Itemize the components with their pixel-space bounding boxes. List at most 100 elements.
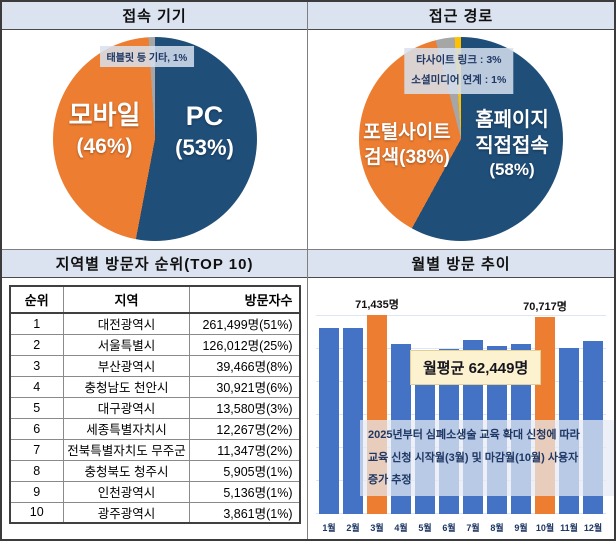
rank-cell: 7: [9, 438, 64, 461]
visitors-cell: 5,905명(1%): [189, 459, 300, 482]
pc-slice-name: PC: [185, 101, 224, 131]
bar-value-label: 71,435명: [355, 299, 399, 311]
bar-rect: [343, 328, 363, 514]
month-label: 3월: [370, 523, 384, 533]
path-panel-title: 접근 경로: [308, 2, 614, 30]
month-label: 7월: [466, 523, 480, 533]
pc-slice-label: PC (53%): [157, 99, 253, 163]
device-panel-body: 태블릿 등 기타, 1% 모바일 (46%) PC (53%): [2, 30, 307, 249]
monthly-bar-chart: 71,435명 70,717명 월평균 62,449명 2025년부터 심폐소생술…: [316, 286, 614, 514]
table-row: 1 대전광역시 261,499명(51%): [9, 312, 300, 335]
rank-cell: 6: [9, 417, 64, 440]
table-row: 9 인천광역시 5,136명(1%): [9, 480, 300, 503]
month-label: 11월: [560, 523, 578, 533]
visitors-cell: 12,267명(2%): [189, 417, 300, 440]
region-cell: 대구광역시: [63, 396, 190, 419]
region-cell: 광주광역시: [63, 501, 190, 524]
region-cell: 충청남도 천안시: [63, 375, 190, 398]
social-media-label: 소셜미디어 연계 : 1%: [411, 73, 507, 86]
table-row: 8 충청북도 청주시 5,905명(1%): [9, 459, 300, 482]
device-pie-chart: 태블릿 등 기타, 1% 모바일 (46%) PC (53%): [52, 37, 257, 241]
region-panel-body: 순위 지역 방문자수 1 대전광역시 261,499명(51%) 2 서울특별시 126,…: [2, 285, 307, 539]
annotation-box: 2025년부터 심폐소생술 교육 확대 신청에 따라 교육 신청 시작월(3월)…: [360, 420, 614, 496]
bar-rect: [319, 328, 339, 514]
bar-value-label: 70,717명: [523, 301, 567, 313]
visitors-cell: 126,012명(25%): [189, 333, 300, 356]
portal-slice-name: 포털사이트: [363, 122, 451, 143]
homepage-slice-name2: 직접접속: [475, 135, 549, 157]
rank-cell: 10: [9, 501, 64, 524]
month-label: 2월: [346, 523, 360, 533]
region-cell: 인천광역시: [63, 480, 190, 503]
table-row: 6 세종특별자치시 12,267명(2%): [9, 417, 300, 440]
pc-slice-pct: (53%): [175, 135, 234, 161]
rank-cell: 2: [9, 333, 64, 356]
visitors-cell: 30,921명(6%): [189, 375, 300, 398]
month-axis: 1월 2월 3월 4월 5월 6월 7월 8월 9월 10월 11월 12월: [316, 521, 606, 534]
path-pie-chart: 타사이트 링크 : 3% 소셜미디어 연계 : 1% 포털사이트 검색(38%)…: [359, 37, 563, 241]
bar-1월: [319, 328, 339, 514]
mobile-slice-label: 모바일 (46%): [55, 99, 155, 160]
table-row: 5 대구광역시 13,580명(3%): [9, 396, 300, 419]
mobile-slice-pct: (46%): [76, 134, 133, 158]
homepage-slice-pct: (58%): [489, 160, 535, 179]
annotation-line-1: 2025년부터 심폐소생술 교육 확대 신청에 따라: [368, 429, 580, 441]
month-label: 5월: [418, 523, 432, 533]
region-cell: 서울특별시: [63, 333, 190, 356]
table-row: 2 서울특별시 126,012명(25%): [9, 333, 300, 356]
device-other-callout: 태블릿 등 기타, 1%: [99, 46, 195, 67]
visitors-cell: 5,136명(1%): [189, 480, 300, 503]
col-header-region: 지역: [63, 285, 190, 314]
path-minor-callout: 타사이트 링크 : 3% 소셜미디어 연계 : 1%: [404, 48, 514, 94]
col-header-rank: 순위: [9, 285, 64, 314]
othersite-link-label: 타사이트 링크 : 3%: [416, 54, 502, 66]
visitors-cell: 39,466명(8%): [189, 354, 300, 377]
rank-cell: 9: [9, 480, 64, 503]
portal-slice-pct: 검색(38%): [364, 146, 450, 168]
month-label: 4월: [394, 523, 408, 533]
col-header-visitors: 방문자수: [189, 285, 300, 314]
month-label: 8월: [490, 523, 504, 533]
visitors-cell: 11,347명(2%): [189, 438, 300, 461]
region-cell: 대전광역시: [63, 312, 190, 335]
rank-cell: 5: [9, 396, 64, 419]
annotation-line-2: 교육 신청 시작월(3월) 및 마감월(10월) 사용자: [368, 451, 579, 464]
month-label: 6월: [442, 523, 456, 533]
homepage-slice-name1: 홈페이지: [475, 109, 549, 131]
region-table: 순위 지역 방문자수 1 대전광역시 261,499명(51%) 2 서울특별시 126,…: [8, 285, 301, 524]
table-row: 3 부산광역시 39,466명(8%): [9, 354, 300, 377]
mobile-slice-name: 모바일: [68, 100, 141, 130]
rank-cell: 8: [9, 459, 64, 482]
region-cell: 전북특별자치도 무주군: [63, 438, 190, 461]
monthly-average-note: 월평균 62,449명: [410, 350, 542, 385]
portal-slice-label: 포털사이트 검색(38%): [351, 121, 463, 170]
panel-path: 접근 경로 타사이트 링크 : 3% 소셜미디어 연계 : 1% 포털사이트 검…: [308, 2, 614, 250]
visitors-cell: 13,580명(3%): [189, 396, 300, 419]
panel-region: 지역별 방문자 순위(TOP 10) 순위 지역 방문자수 1 대전광역시 261,…: [2, 250, 308, 539]
month-label: 1월: [322, 523, 336, 533]
table-row: 10 광주광역시 3,861명(1%): [9, 501, 300, 524]
table-header-row: 순위 지역 방문자수: [9, 285, 300, 314]
bar-2월: [343, 328, 363, 514]
region-cell: 충청북도 청주시: [63, 459, 190, 482]
region-cell: 세종특별자치시: [63, 417, 190, 440]
monthly-panel-title: 월별 방문 추이: [308, 250, 614, 278]
region-cell: 부산광역시: [63, 354, 190, 377]
table-row: 4 충청남도 천안시 30,921명(6%): [9, 375, 300, 398]
device-panel-title: 접속 기기: [2, 2, 307, 30]
month-label: 10월: [535, 523, 555, 533]
panel-device: 접속 기기 태블릿 등 기타, 1% 모바일 (46%) PC (53%): [2, 2, 308, 250]
visitors-cell: 261,499명(51%): [189, 312, 300, 335]
region-table-body: 1 대전광역시 261,499명(51%) 2 서울특별시 126,012명(25%) 3 부…: [9, 312, 300, 524]
panel-monthly: 월별 방문 추이 71,435명 70,717명 월평균 62,449명 2025…: [308, 250, 614, 539]
visitors-cell: 3,861명(1%): [189, 501, 300, 524]
month-label: 12월: [583, 523, 603, 533]
annotation-line-3: 증가 추정: [368, 474, 412, 487]
monthly-panel-body: 71,435명 70,717명 월평균 62,449명 2025년부터 심폐소생술…: [308, 278, 614, 539]
rank-cell: 1: [9, 312, 64, 335]
month-label: 9월: [514, 523, 528, 533]
table-row: 7 전북특별자치도 무주군 11,347명(2%): [9, 438, 300, 461]
path-panel-body: 타사이트 링크 : 3% 소셜미디어 연계 : 1% 포털사이트 검색(38%)…: [308, 30, 614, 249]
rank-cell: 3: [9, 354, 64, 377]
